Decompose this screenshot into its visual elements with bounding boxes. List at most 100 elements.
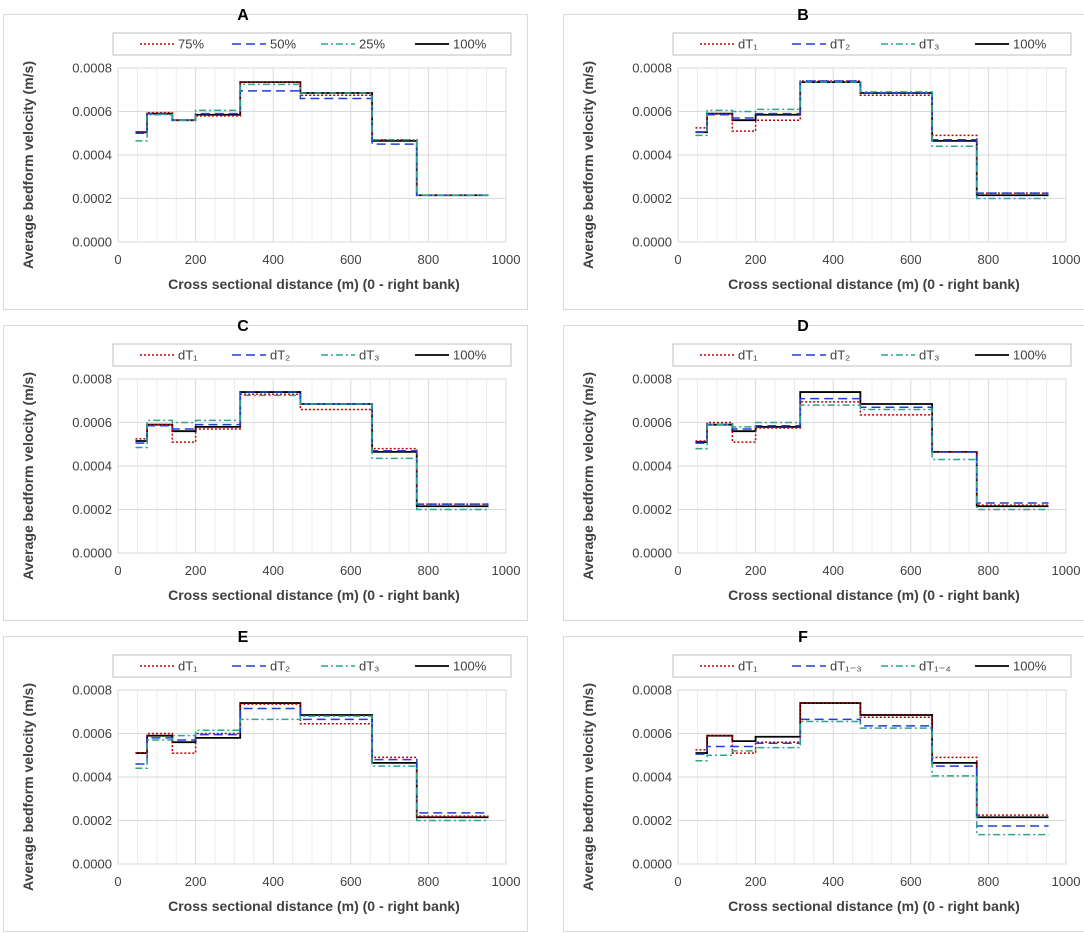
x-tick-label: 600 [340,874,362,889]
y-tick-label: 0.0000 [72,235,112,250]
y-tick-label: 0.0004 [632,459,672,474]
legend-label-4: 100% [1013,348,1047,363]
plot-area [117,67,507,243]
panel-a: A 0.0000 0.0002 0.0004 0.0006 0.0008 0 200 400 60… [3,7,528,310]
legend-label-2: dT₁₋₃ [830,659,862,674]
series-line-1 [135,393,489,505]
panel-b-letter: B [797,7,809,24]
panel-b: B 0.0000 0.0002 0.0004 0.0006 0.0008 0 200 400 60… [563,7,1084,310]
x-tick-label: 0 [114,874,121,889]
series-line-3 [135,715,489,822]
y-tick-label: 0.0002 [632,813,672,828]
x-tick-label: 600 [900,874,922,889]
x-tick-label: 600 [900,563,922,578]
x-tick-label: 400 [822,563,844,578]
panel-f: F 0.0000 0.0002 0.0004 0.0006 0.0008 0 200 400 60… [563,629,1084,932]
x-axis-title: Cross sectional distance (m) (0 - right … [168,276,460,292]
y-tick-label: 0.0000 [632,857,672,872]
y-tick-label: 0.0008 [72,683,112,698]
x-tick-label: 800 [978,874,1000,889]
y-tick-label: 0.0008 [632,683,672,698]
legend-label-4: 100% [453,659,487,674]
x-tick-label: 600 [340,563,362,578]
x-tick-label: 0 [674,252,681,267]
legend-label-4: 100% [1013,659,1047,674]
x-tick-label: 400 [262,563,284,578]
panel-c-letter: C [237,318,249,335]
plot-area [677,689,1067,865]
x-tick-label: 200 [185,563,207,578]
y-tick-label: 0.0006 [72,104,112,119]
legend-label-4: 100% [453,348,487,363]
series-line-3 [695,404,1049,511]
legend-label-3: dT₃ [919,348,939,363]
y-tick-label: 0.0008 [632,61,672,76]
y-tick-label: 0.0002 [632,191,672,206]
y-tick-label: 0.0008 [632,372,672,387]
panel-a-letter: A [237,7,249,24]
y-axis-title: Average bedform velocity (m/s) [580,683,596,891]
y-tick-label: 0.0008 [72,61,112,76]
x-tick-label: 200 [745,874,767,889]
y-tick-label: 0.0006 [72,415,112,430]
legend-label-1: 75% [178,37,204,52]
y-axis-title: Average bedform velocity (m/s) [20,61,36,269]
y-axis-title: Average bedform velocity (m/s) [20,372,36,580]
x-tick-label: 1000 [492,874,521,889]
x-tick-label: 600 [900,252,922,267]
series-line-2 [695,80,1049,194]
x-tick-label: 800 [978,252,1000,267]
x-tick-label: 800 [418,563,440,578]
x-tick-label: 400 [822,252,844,267]
legend-label-1: dT₁ [738,659,758,674]
x-tick-label: 800 [978,563,1000,578]
panel-a-frame [3,14,528,310]
legend-label-2: dT₂ [270,659,290,674]
legend-label-2: dT₂ [830,348,850,363]
x-tick-label: 800 [418,252,440,267]
x-tick-label: 200 [745,563,767,578]
legend [672,32,1072,56]
legend-label-3: 25% [359,37,385,52]
x-axis-title: Cross sectional distance (m) (0 - right … [168,587,460,603]
plot-area [677,378,1067,554]
panel-d: D 0.0000 0.0002 0.0004 0.0006 0.0008 0 200 400 60… [563,318,1084,621]
y-tick-label: 0.0002 [72,813,112,828]
panel-d-frame [563,325,1084,621]
panel-e-letter: E [238,629,249,646]
x-axis-title: Cross sectional distance (m) (0 - right … [728,587,1020,603]
legend-label-2: dT₂ [270,348,290,363]
y-tick-label: 0.0004 [632,770,672,785]
legend [112,32,512,56]
panel-d-letter: D [797,318,809,335]
legend-label-1: dT₁ [738,37,758,52]
panel-c-frame [3,325,528,621]
x-tick-label: 1000 [1052,874,1081,889]
y-axis-title: Average bedform velocity (m/s) [580,372,596,580]
x-axis-title: Cross sectional distance (m) (0 - right … [728,276,1020,292]
series-line-2 [135,391,489,505]
panel-b-frame [563,14,1084,310]
series-line-2 [135,707,489,814]
panel-e-frame [3,636,528,932]
x-tick-label: 0 [114,563,121,578]
y-tick-label: 0.0000 [632,235,672,250]
x-tick-label: 200 [185,252,207,267]
y-tick-label: 0.0006 [632,415,672,430]
legend-label-3: dT₃ [919,37,939,52]
legend-label-1: dT₁ [178,348,198,363]
legend-label-4: 100% [453,37,487,52]
x-tick-label: 200 [185,874,207,889]
y-tick-label: 0.0004 [72,459,112,474]
y-tick-label: 0.0006 [632,104,672,119]
y-tick-label: 0.0000 [72,546,112,561]
legend-label-2: 50% [270,37,296,52]
panel-f-letter: F [798,629,808,646]
x-tick-label: 0 [674,563,681,578]
legend [672,654,1072,678]
panel-e: E 0.0000 0.0002 0.0004 0.0006 0.0008 0 200 400 60… [3,629,528,932]
y-tick-label: 0.0002 [72,502,112,517]
legend-label-3: dT₁₋₄ [919,659,951,674]
x-tick-label: 0 [114,252,121,267]
